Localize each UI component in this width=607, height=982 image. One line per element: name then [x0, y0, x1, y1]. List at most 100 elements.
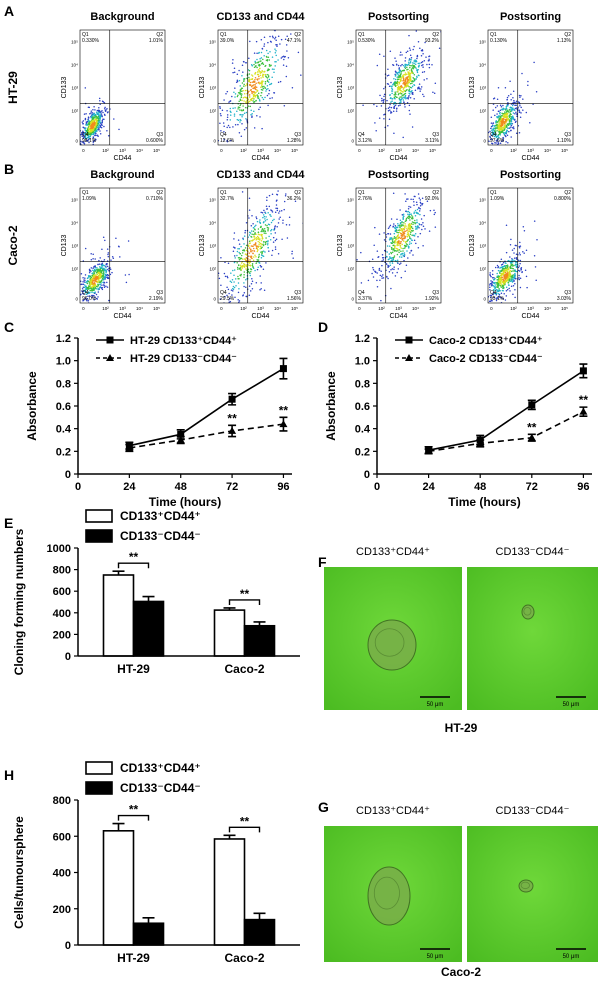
event-dot	[408, 88, 411, 90]
event-dot	[100, 123, 103, 126]
event-dot	[376, 250, 379, 252]
event-dot	[249, 259, 251, 261]
event-dot	[408, 34, 410, 37]
event-dot	[413, 204, 415, 206]
event-dot	[403, 237, 406, 239]
event-dot	[82, 319, 84, 321]
event-dot	[259, 219, 261, 221]
event-dot	[389, 109, 391, 111]
event-dot	[98, 107, 100, 109]
scale-label: 50 μm	[427, 702, 444, 708]
series-line	[129, 367, 284, 447]
event-dot	[238, 287, 240, 290]
event-dot	[85, 285, 87, 288]
event-dot	[245, 286, 247, 289]
significance: **	[129, 550, 139, 564]
event-dot	[104, 106, 106, 109]
event-dot	[271, 56, 274, 58]
event-dot	[486, 278, 488, 280]
event-dot	[394, 91, 396, 93]
event-dot	[399, 51, 402, 54]
event-dot	[243, 243, 245, 245]
event-dot	[492, 122, 495, 124]
event-dot	[493, 133, 495, 136]
quadrant-name: Q3	[294, 132, 301, 138]
event-dot	[95, 274, 97, 277]
event-dot	[264, 230, 266, 232]
event-dot	[243, 112, 246, 114]
image-label: CD133⁺CD44⁺	[356, 546, 430, 558]
event-dot	[270, 228, 273, 231]
legend-swatch	[85, 529, 113, 543]
event-dot	[420, 202, 422, 205]
event-dot	[501, 263, 504, 266]
event-dot	[251, 280, 254, 283]
event-dot	[505, 125, 508, 127]
event-dot	[421, 197, 424, 200]
event-dot	[92, 136, 95, 138]
event-dot	[491, 277, 494, 279]
event-dot	[105, 266, 107, 269]
event-dot	[264, 212, 267, 215]
event-dot	[256, 89, 258, 91]
event-dot	[240, 254, 243, 257]
event-dot	[109, 268, 112, 271]
event-dot	[373, 103, 375, 106]
event-dot	[251, 263, 254, 265]
event-dot	[266, 196, 268, 199]
event-dot	[103, 108, 106, 110]
event-dot	[200, 191, 202, 193]
event-dot	[251, 115, 253, 117]
y-tick-label: 800	[53, 565, 71, 577]
marker	[579, 407, 588, 415]
event-dot	[250, 255, 253, 257]
event-dot	[506, 265, 509, 268]
event-dot	[395, 237, 397, 239]
event-dot	[185, 230, 187, 232]
event-dot	[262, 243, 264, 246]
x-tick-label: 10⁴	[412, 306, 419, 311]
significance-bracket	[228, 599, 261, 605]
event-dot	[287, 57, 290, 59]
event-dot	[417, 212, 419, 215]
event-dot	[97, 280, 99, 282]
event-dot	[512, 112, 515, 114]
event-dot	[520, 269, 522, 271]
event-dot	[415, 60, 418, 63]
event-dot	[493, 278, 496, 281]
event-dot	[250, 250, 252, 253]
event-dot	[409, 60, 412, 63]
event-dot	[92, 257, 94, 260]
panel-letter: E	[4, 515, 13, 531]
event-dot	[275, 200, 278, 202]
event-dot	[518, 246, 521, 249]
event-dot	[237, 239, 240, 241]
event-dot	[99, 308, 101, 310]
event-dot	[495, 288, 498, 291]
event-dot	[234, 296, 236, 298]
event-dot	[414, 89, 417, 92]
event-dot	[265, 59, 268, 62]
event-dot	[236, 110, 238, 113]
event-dot	[262, 76, 264, 78]
event-dot	[315, 38, 317, 40]
quadrant-percent: 92.0%	[425, 196, 440, 202]
event-dot	[257, 238, 260, 241]
x-tick-label: 96	[577, 481, 589, 493]
event-dot	[422, 221, 424, 224]
event-dot	[98, 280, 101, 282]
event-dot	[213, 255, 215, 257]
event-dot	[271, 193, 274, 195]
event-dot	[286, 50, 288, 52]
event-dot	[95, 119, 98, 122]
event-dot	[102, 272, 104, 275]
event-dot	[399, 226, 401, 229]
event-dot	[217, 317, 219, 319]
event-dot	[106, 265, 109, 268]
quadrant-name: Q1	[358, 190, 365, 196]
event-dot	[265, 90, 267, 92]
quadrant-name: Q1	[490, 190, 497, 196]
event-dot	[398, 83, 401, 85]
event-dot	[271, 254, 273, 257]
event-dot	[414, 63, 417, 66]
